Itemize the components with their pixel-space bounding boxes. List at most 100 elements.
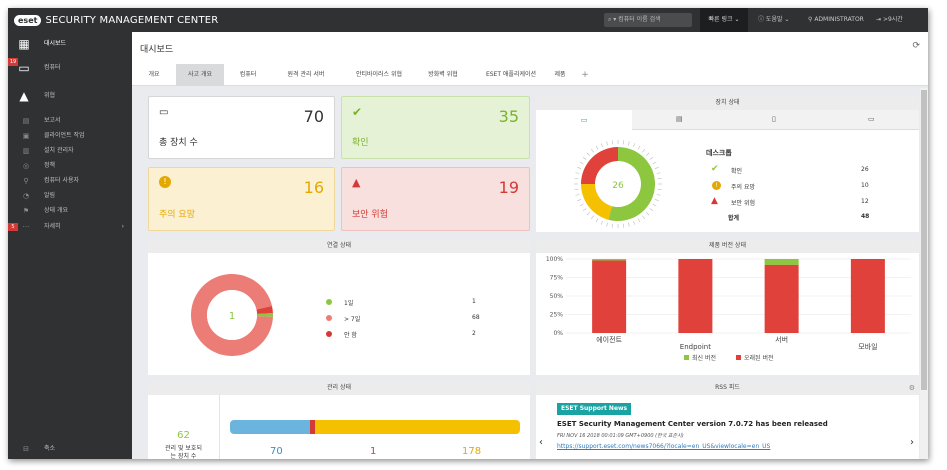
- user-icon: ⚲: [808, 16, 815, 23]
- y-tick-label: 50%: [550, 293, 564, 300]
- connection-status-panel: 연결 상태 1 1일 1 > 7일 68 안 함 2: [148, 239, 530, 375]
- rss-feed-panel: RSS 피드 ⚙ ‹ › ESET Support News ESET Secu…: [536, 381, 919, 459]
- warning-card[interactable]: ! 16 주의 요망: [148, 167, 335, 231]
- help-menu[interactable]: ⓘ 도움말 ⌄: [758, 16, 790, 23]
- tab-computers[interactable]: 컴퓨터: [239, 71, 257, 78]
- sidebar-item-reports[interactable]: ▤ 보고서: [8, 114, 132, 128]
- bar-segment[interactable]: [592, 259, 627, 261]
- donut-tick: [586, 212, 590, 216]
- ok-card[interactable]: ✔ 35 확인: [341, 96, 530, 159]
- server-icon[interactable]: ▤: [676, 115, 683, 123]
- add-tab-button[interactable]: +: [581, 70, 589, 80]
- bar-segment[interactable]: [764, 259, 799, 265]
- connection-status-donut[interactable]: 1: [190, 273, 274, 357]
- quick-links-menu[interactable]: 빠른 링크 ⌄: [700, 8, 748, 32]
- logout-icon: ⇥: [876, 16, 883, 23]
- gear-icon[interactable]: ⚙: [908, 384, 915, 392]
- donut-tick: [600, 143, 603, 148]
- rss-link[interactable]: https://support.eset.com/news7066/?local…: [557, 443, 771, 450]
- donut-tick: [656, 172, 661, 174]
- eset-logo[interactable]: eset SECURITY MANAGEMENT CENTER: [14, 14, 218, 26]
- donut-slice-3[interactable]: [581, 147, 618, 184]
- legend-label: 최신 버전: [692, 354, 716, 362]
- tab-antivirus-threats[interactable]: 안티바이러스 위협: [355, 71, 403, 78]
- connection-slice-1[interactable]: [256, 313, 273, 317]
- sidebar-item-client-tasks[interactable]: ▣ 클라이언트 작업: [8, 129, 132, 143]
- main-scrollbar[interactable]: [920, 88, 928, 459]
- product-version-panel: 제품 버전 상태 100% 75% 50% 25% 0% 에이전트 Endpoint 서버 모바…: [536, 239, 919, 375]
- connection-legend-label: > 7일: [344, 316, 361, 323]
- monitor-icon: ▭: [159, 107, 169, 118]
- sidebar-item-policies[interactable]: ◎ 정책: [8, 159, 132, 173]
- logout-button[interactable]: ⇥ >9시간: [876, 8, 903, 32]
- device-status-donut[interactable]: 26: [572, 138, 664, 228]
- management-bar-segment-yellow[interactable]: [315, 420, 520, 434]
- donut-slice-2[interactable]: [581, 184, 613, 220]
- tab-firewall-threats[interactable]: 방화벽 위협: [428, 71, 458, 78]
- logo-title: SECURITY MANAGEMENT CENTER: [45, 14, 219, 26]
- sidebar-item-dashboard[interactable]: ▦ 대시보드: [8, 32, 132, 56]
- virtual-icon[interactable]: ▭: [868, 115, 875, 123]
- connection-slice-3[interactable]: [256, 306, 273, 314]
- tab-remote-server[interactable]: 원격 관리 서버: [287, 71, 325, 78]
- rss-next-button[interactable]: ›: [910, 437, 914, 448]
- device-row-value: 26: [861, 166, 869, 173]
- user-name: ADMINISTRATOR: [814, 16, 864, 23]
- donut-tick: [579, 161, 584, 165]
- sidebar-collapse-label: 축소: [44, 445, 56, 452]
- sidebar-item-label: 대시보드: [44, 40, 67, 47]
- device-status-ticks: [574, 140, 662, 228]
- rss-date: FRI NOV 16 2018 00:01:09 GMT+0900 (한국 표준…: [557, 433, 684, 439]
- security-risk-card[interactable]: ▲ 19 보안 위험: [341, 167, 530, 231]
- mobile-icon[interactable]: ▯: [772, 115, 776, 123]
- total-devices-label: 총 장치 수: [159, 138, 198, 148]
- policy-icon: ◎: [22, 162, 30, 170]
- tab-incidents[interactable]: 사고 개요: [176, 64, 224, 86]
- sidebar-item-installers[interactable]: ▥ 설치 관리자: [8, 144, 132, 158]
- refresh-icon[interactable]: ⟳: [912, 41, 920, 51]
- sidebar-item-computer-users[interactable]: ⚲ 컴퓨터 사용자: [8, 174, 132, 188]
- connection-legend-value: 2: [472, 330, 476, 337]
- sidebar-item-status-overview[interactable]: ⚑ 상태 개요: [8, 204, 132, 218]
- sidebar-item-computers[interactable]: 19 ▭ 컴퓨터: [8, 56, 132, 80]
- scrollbar-thumb[interactable]: [921, 90, 927, 390]
- bar-segment[interactable]: [678, 259, 713, 333]
- bar-segment[interactable]: [850, 259, 885, 333]
- donut-tick: [637, 145, 641, 150]
- sidebar-item-more[interactable]: 5 ··· 자세히 ›: [8, 220, 132, 234]
- management-bar-segment-red[interactable]: [310, 420, 315, 434]
- management-bar-segment-blue[interactable]: [230, 420, 310, 434]
- donut-tick: [577, 199, 582, 202]
- donut-tick: [611, 223, 614, 228]
- sidebar-item-notifications[interactable]: ◔ 알림: [8, 189, 132, 203]
- divider: [219, 395, 220, 459]
- donut-tick: [574, 188, 579, 191]
- rss-feed-title: RSS 피드: [536, 381, 919, 395]
- tab-desktop[interactable]: ▭: [536, 110, 632, 130]
- tab-eset-applications[interactable]: ESET 애플리케이션: [485, 71, 537, 78]
- sidebar-item-label: 컴퓨터: [44, 64, 61, 71]
- total-devices-card[interactable]: ▭ 70 총 장치 수: [148, 96, 335, 159]
- sidebar-item-threats[interactable]: ▲ 위협: [8, 84, 132, 108]
- rss-prev-button[interactable]: ‹: [539, 437, 543, 448]
- donut-slice-1[interactable]: [608, 147, 655, 221]
- sidebar-collapse-button[interactable]: ⊟ 축소: [8, 442, 132, 456]
- computer-search-input[interactable]: ⌕ ▾ 컴퓨터 이름 검색: [604, 13, 692, 27]
- y-tick-label: 75%: [550, 275, 564, 282]
- user-menu[interactable]: ⚲ ADMINISTRATOR: [808, 8, 864, 32]
- tab-overview[interactable]: 개요: [148, 71, 160, 78]
- product-version-title: 제품 버전 상태: [536, 239, 919, 253]
- connection-slice-2[interactable]: [191, 273, 273, 356]
- bar-segment[interactable]: [592, 260, 627, 333]
- warning-value: 16: [303, 178, 324, 197]
- legend-dot-never: [326, 331, 332, 337]
- bar-segment[interactable]: [764, 264, 799, 333]
- sidebar-item-label: 설치 관리자: [44, 147, 74, 154]
- rss-headline[interactable]: ESET Security Management Center version …: [557, 420, 828, 428]
- desktop-icon: ▭: [580, 116, 588, 124]
- computer-icon: ▭: [18, 61, 30, 75]
- legend-dot-ok: [326, 299, 332, 305]
- dashboard-icon: ▦: [18, 37, 30, 51]
- tab-products[interactable]: 제품: [554, 71, 566, 78]
